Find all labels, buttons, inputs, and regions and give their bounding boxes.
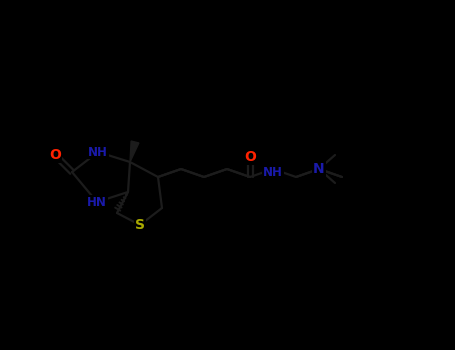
Polygon shape	[130, 141, 139, 162]
Text: N: N	[313, 162, 325, 176]
Text: HN: HN	[87, 196, 107, 209]
Text: S: S	[135, 218, 145, 232]
Text: O: O	[49, 148, 61, 162]
Text: NH: NH	[263, 167, 283, 180]
Text: O: O	[244, 150, 256, 164]
Text: NH: NH	[88, 146, 108, 159]
